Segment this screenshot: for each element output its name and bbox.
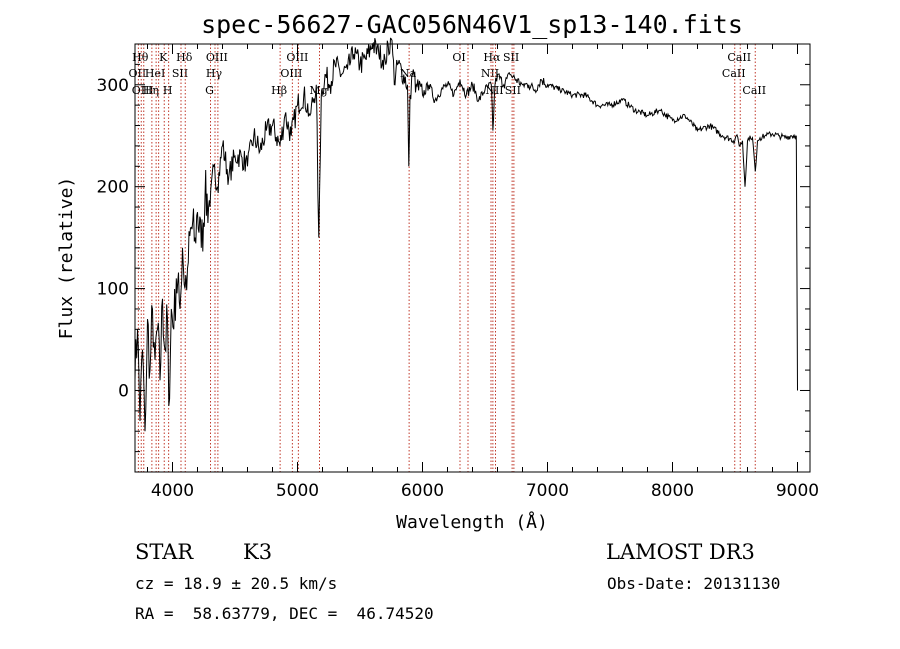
line-marker-label: CaII (727, 51, 751, 64)
line-marker-label: SII (505, 84, 521, 97)
x-tick-label: 9000 (776, 481, 819, 501)
y-tick-label: 200 (97, 178, 129, 198)
y-tick-label: 0 (118, 381, 129, 401)
x-axis: 4000 5000 6000 7000 8000 9000 (147, 44, 819, 501)
line-markers: HθOIIOIIIHηHeIKHSIIHδGHγOIIIHβOIIIOIIIMg… (129, 44, 766, 472)
ra-dec: RA = 58.63779, DEC = 46.74520 (135, 604, 434, 623)
line-marker-label: Hγ (206, 67, 223, 80)
line-marker-label: CaII (722, 67, 746, 80)
line-marker-label: OIII (206, 51, 228, 64)
line-marker-label: SII (172, 67, 188, 80)
x-tick-label: 8000 (651, 481, 694, 501)
x-tick-label: 6000 (401, 481, 444, 501)
spectrum-series (134, 37, 798, 432)
line-marker-label: Mg (309, 84, 327, 97)
x-axis-label: Wavelength (Å) (396, 511, 548, 533)
y-axis-label: Flux (relative) (56, 177, 77, 340)
spectrum-line (134, 37, 798, 432)
line-marker-label: Hη (143, 84, 159, 97)
plot-frame (134, 43, 811, 473)
spectrum-plot: spec-56627-GAC056N46V1_sp13-140.fits Hθ O… (56, 10, 819, 533)
line-marker-label: K (159, 51, 168, 64)
line-marker-label: G (205, 84, 214, 97)
line-marker-label: OIII (132, 84, 154, 97)
line-marker-label: OI (452, 51, 465, 64)
line-marker-label: Hα (483, 51, 501, 64)
line-marker-label: OIII (280, 67, 302, 80)
line-marker-label: Hβ (271, 84, 287, 97)
y-tick-label: 100 (97, 280, 129, 300)
x-tick-label: 4000 (151, 481, 194, 501)
chart-title: spec-56627-GAC056N46V1_sp13-140.fits (201, 10, 743, 39)
object-type: STAR (135, 540, 194, 564)
line-marker-label: H (163, 84, 173, 97)
line-marker-label: HeI (145, 67, 165, 80)
line-marker-label: Hθ (132, 51, 149, 64)
y-axis: 0 100 200 300 (97, 43, 810, 473)
x-tick-label: 7000 (526, 481, 569, 501)
line-marker-label: NII (481, 67, 499, 80)
line-marker-label: OII (129, 67, 147, 80)
line-marker-label: Hδ (176, 51, 193, 64)
object-subclass: K3 (243, 540, 273, 564)
line-marker-label: SII (503, 51, 519, 64)
cz-value: cz = 18.9 ± 20.5 km/s (135, 574, 338, 593)
obs-date: Obs-Date: 20131130 (607, 574, 781, 593)
line-marker-label: CaII (742, 84, 766, 97)
line-marker-label: OIII (286, 51, 308, 64)
y-tick-label: 300 (97, 76, 129, 96)
survey-name: LAMOST DR3 (606, 540, 755, 564)
x-tick-label: 5000 (276, 481, 319, 501)
